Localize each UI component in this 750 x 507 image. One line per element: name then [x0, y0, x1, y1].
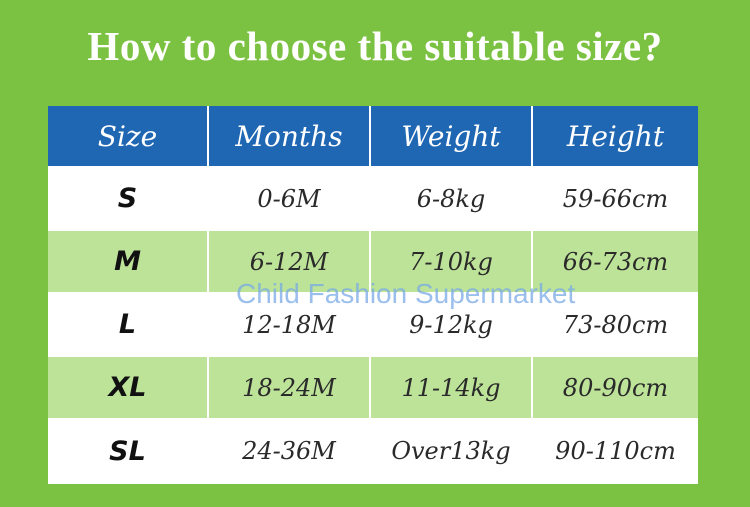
- months-xl: 18-24M: [209, 357, 371, 420]
- watermark-text: Child Fashion Supermarket: [236, 278, 576, 309]
- months-sl: 24-36M: [209, 420, 371, 484]
- size-chart-table: Size Months Weight Height S 0-6M 6-8kg 5…: [48, 106, 698, 484]
- size-sl: SL: [48, 420, 209, 484]
- weight-s: 6-8kg: [371, 168, 533, 231]
- page-title: How to choose the suitable size?: [87, 23, 663, 69]
- height-s: 59-66cm: [533, 168, 698, 231]
- header-months: Months: [209, 106, 371, 168]
- weight-sl: Over13kg: [371, 420, 533, 484]
- weight-xl: 11-14kg: [371, 357, 533, 420]
- size-xl: XL: [48, 357, 209, 420]
- months-s: 0-6M: [209, 168, 371, 231]
- size-l: L: [48, 294, 209, 357]
- height-l: 73-80cm: [533, 294, 698, 357]
- size-m: M: [48, 231, 209, 294]
- header-size: Size: [48, 106, 209, 168]
- height-m: 66-73cm: [533, 231, 698, 294]
- weight-l: 9-12kg: [371, 294, 533, 357]
- height-xl: 80-90cm: [533, 357, 698, 420]
- height-sl: 90-110cm: [533, 420, 698, 484]
- months-l: 12-18M: [209, 294, 371, 357]
- months-m: 6-12M: [209, 231, 371, 294]
- header-height: Height: [533, 106, 698, 168]
- weight-m: 7-10kg: [371, 231, 533, 294]
- header-weight: Weight: [371, 106, 533, 168]
- size-s: S: [48, 168, 209, 231]
